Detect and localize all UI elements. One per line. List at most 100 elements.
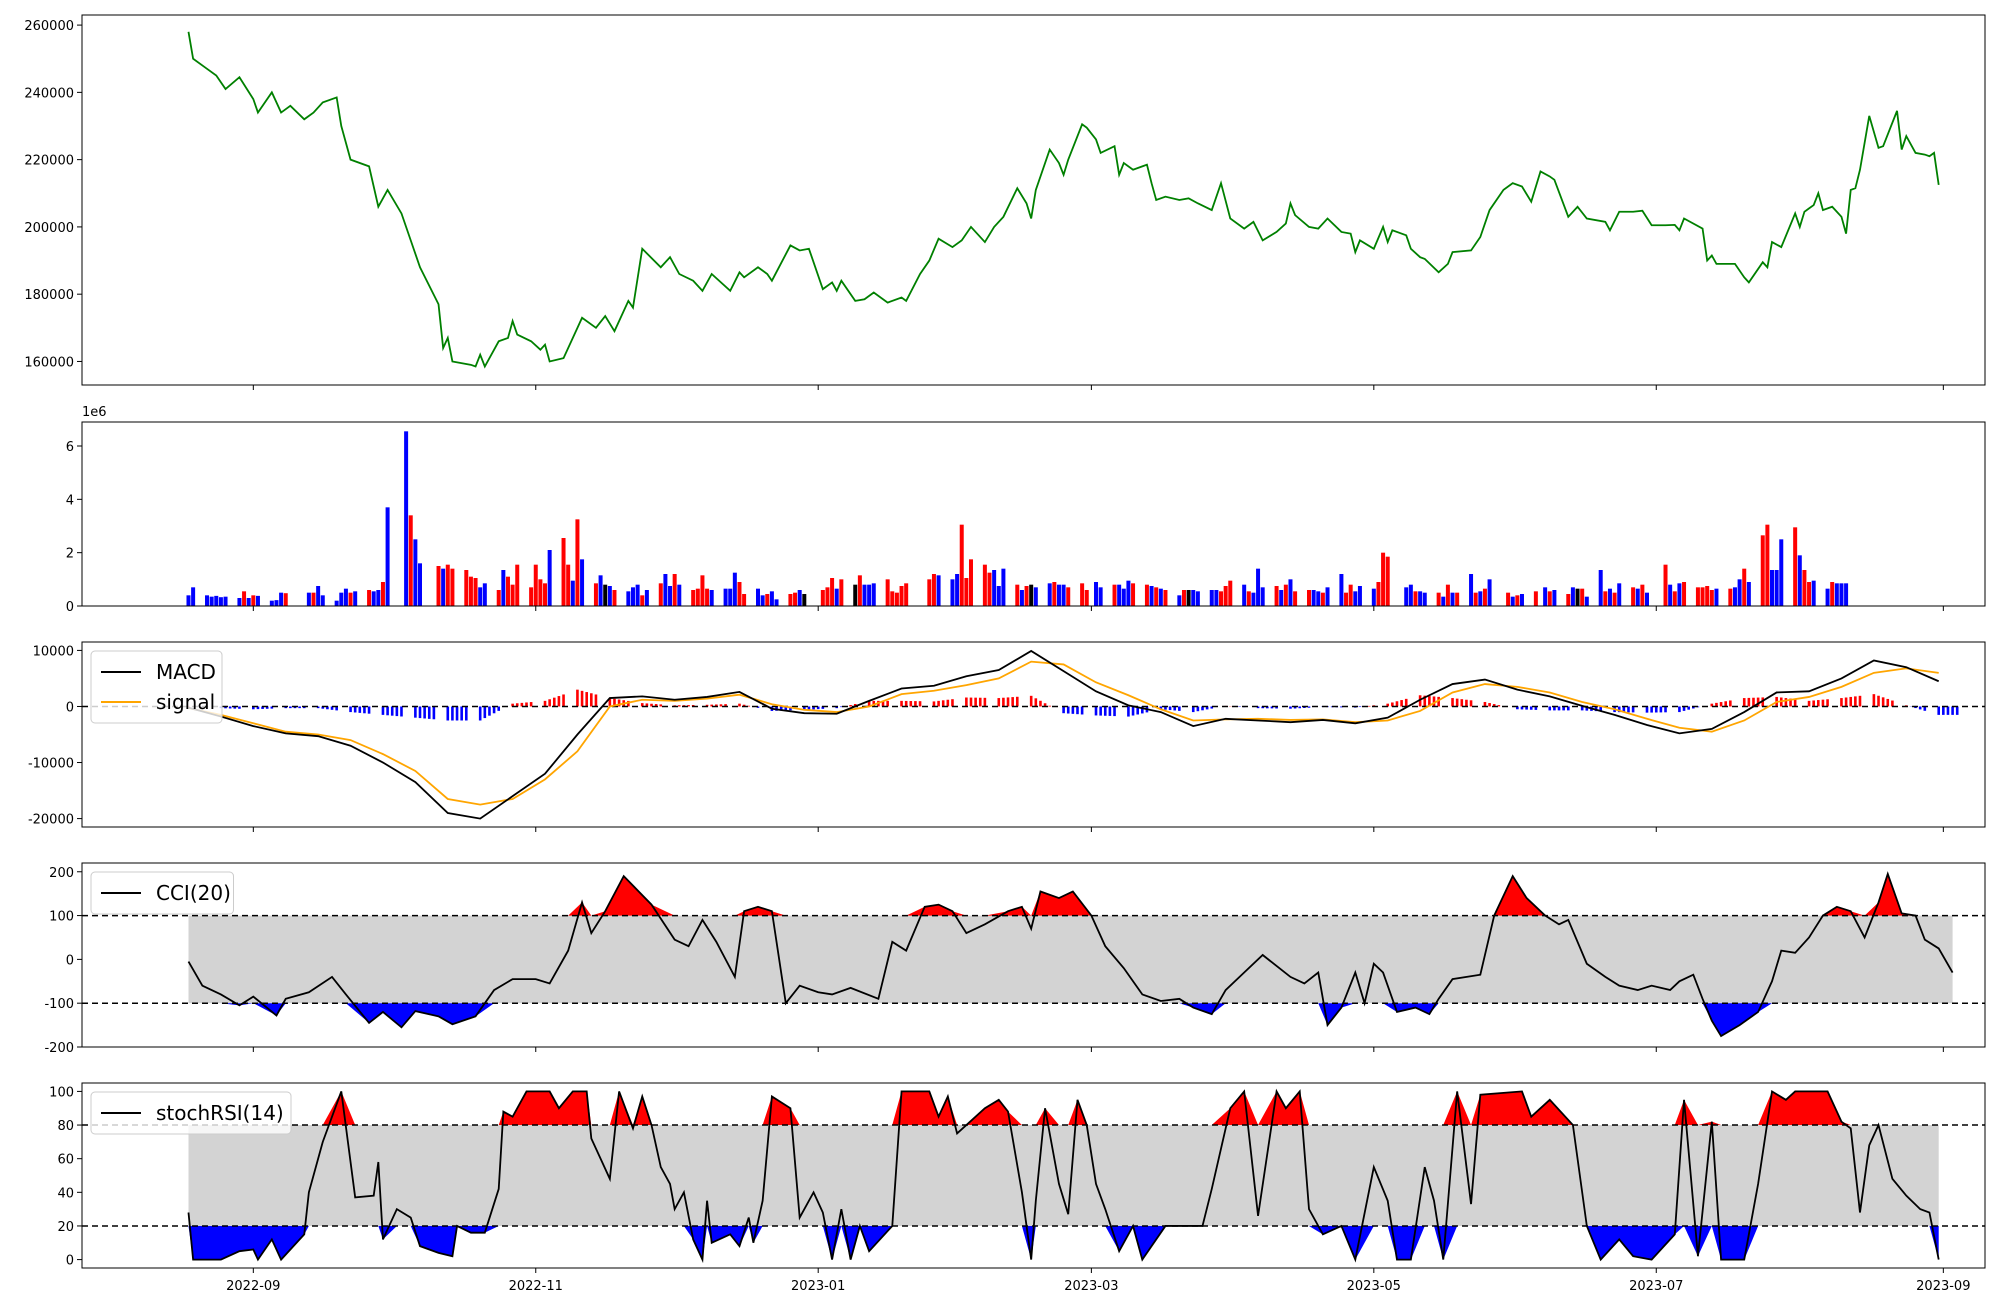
macd-histogram-bar xyxy=(414,706,417,718)
macd-histogram-bar xyxy=(363,706,366,714)
volume-bar xyxy=(367,590,372,606)
macd-histogram-bar xyxy=(724,704,727,707)
volume-bar xyxy=(1631,587,1636,606)
volume-bar xyxy=(1029,584,1034,606)
volume-bar xyxy=(1482,588,1487,606)
volume-panel: 0 2 4 6 1e6 xyxy=(66,405,1986,615)
volume-bar xyxy=(279,592,284,606)
macd-histogram-bar xyxy=(1071,706,1075,714)
macd-histogram-bar xyxy=(617,699,621,707)
volume-bar xyxy=(547,550,552,606)
macd-histogram-bar xyxy=(1465,699,1468,707)
macd-histogram-bar xyxy=(867,700,871,707)
volume-bar xyxy=(1001,568,1006,606)
macd-histogram-bar xyxy=(983,697,987,707)
macd-histogram-bar xyxy=(1807,700,1811,707)
volume-bar xyxy=(274,600,279,606)
macd-histogram-bar xyxy=(488,706,491,716)
macd-histogram-bar xyxy=(298,706,301,709)
macd-histogram-bar xyxy=(1103,706,1107,716)
macd-histogram-bar xyxy=(909,701,913,707)
volume-bar xyxy=(598,575,603,606)
macd-histogram-bar xyxy=(1256,706,1260,709)
volume-bar xyxy=(593,583,598,606)
volume-bar xyxy=(1598,570,1603,606)
macd-histogram-bar xyxy=(1497,705,1501,707)
volume-bar xyxy=(1617,583,1622,606)
macd-histogram-bar xyxy=(640,703,644,707)
macd-histogram-bar xyxy=(1553,706,1556,711)
volume-bar xyxy=(742,594,747,606)
volume-bar xyxy=(1450,592,1455,606)
x-tick-label: 2022-09 xyxy=(226,1279,280,1294)
y-tick-label: -200 xyxy=(44,1041,74,1056)
volume-bar xyxy=(505,576,510,606)
macd-histogram-bar xyxy=(1914,706,1917,709)
macd-histogram-bar xyxy=(1742,698,1746,707)
macd-histogram-bar xyxy=(1293,706,1297,709)
macd-histogram-bar xyxy=(543,700,547,707)
volume-bar xyxy=(1695,587,1700,606)
y-tick-label: 80 xyxy=(57,1119,74,1134)
macd-histogram-bar xyxy=(1951,706,1954,715)
macd-histogram-bar xyxy=(562,694,565,707)
volume-bar xyxy=(765,594,770,606)
volume-bar xyxy=(1260,587,1265,606)
volume-bar xyxy=(1682,582,1687,606)
volume-bar xyxy=(760,595,765,606)
volume-bar xyxy=(658,583,663,606)
volume-bar xyxy=(769,591,774,606)
macd-histogram-bar xyxy=(941,700,945,707)
overbought-fill xyxy=(188,873,1953,916)
volume-bar xyxy=(246,598,251,606)
volume-bar xyxy=(1019,590,1024,606)
macd-histogram-bar xyxy=(872,700,876,707)
macd-histogram-bar xyxy=(478,706,482,721)
volume-bar xyxy=(927,579,932,606)
volume-bar xyxy=(1219,591,1224,606)
volume-bar xyxy=(756,588,760,606)
volume-bar xyxy=(529,587,534,606)
volume-bar xyxy=(186,595,191,606)
volume-bar xyxy=(543,583,548,606)
volume-bar xyxy=(668,586,673,606)
volume-bar xyxy=(1288,579,1293,606)
macd-histogram-bar xyxy=(252,706,255,710)
signal-line xyxy=(188,660,1939,806)
macd-histogram-bar xyxy=(270,706,274,709)
volume-bar xyxy=(607,586,612,606)
volume-bar xyxy=(473,578,478,606)
volume-bar xyxy=(1228,580,1233,606)
macd-histogram-bar xyxy=(265,706,269,709)
volume-bar xyxy=(450,568,455,606)
volume-bar xyxy=(1242,584,1247,606)
macd-histogram-bar xyxy=(904,700,908,707)
macd-histogram-bar xyxy=(353,706,357,713)
macd-histogram-bar xyxy=(821,706,825,709)
volume-bar xyxy=(380,582,385,606)
y-tick-label: 180000 xyxy=(24,288,74,303)
volume-bar xyxy=(820,590,825,606)
volume-bar xyxy=(496,590,501,606)
volume-bar xyxy=(862,584,867,606)
macd-histogram-bar xyxy=(390,706,394,716)
macd-histogram-bar xyxy=(228,706,232,709)
x-axis: 2022-09 2022-11 2023-01 2023-03 2023-05 2023-… xyxy=(226,1279,1970,1294)
macd-histogram-bar xyxy=(1043,703,1047,707)
volume-bar xyxy=(640,595,645,606)
stochrsi-line xyxy=(187,1088,1940,1264)
macd-histogram-bar xyxy=(1404,698,1408,707)
macd-panel: -20000 -10000 0 10000 MACD signal xyxy=(28,641,1986,832)
macd-histogram-bar xyxy=(515,703,519,707)
macd-histogram-bar xyxy=(1289,706,1292,709)
volume-bar xyxy=(728,588,733,606)
x-tick-label: 2023-09 xyxy=(1916,1279,1970,1294)
macd-histogram-bar xyxy=(427,706,431,719)
macd-histogram-bar xyxy=(256,706,260,710)
macd-histogram-bar xyxy=(1520,706,1524,710)
macd-histogram-bar xyxy=(386,706,389,716)
macd-histogram-bar xyxy=(900,700,903,707)
macd-histogram-bar xyxy=(349,706,352,713)
volume-bar xyxy=(1510,596,1515,606)
